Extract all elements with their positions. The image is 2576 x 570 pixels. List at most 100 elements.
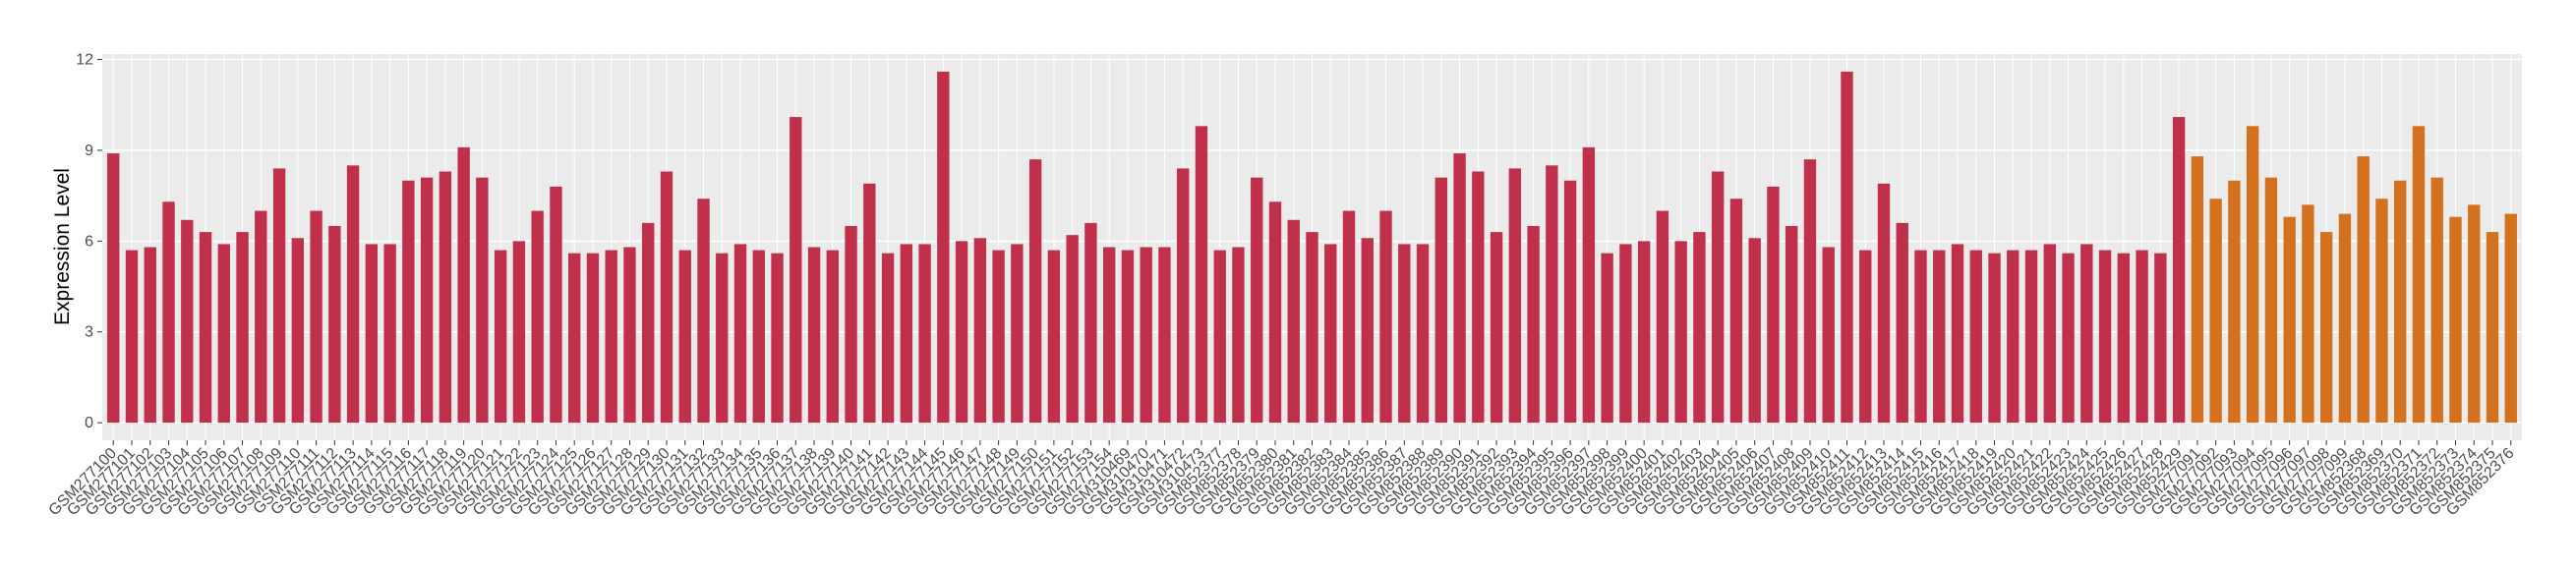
bar [494, 250, 507, 424]
bar [2449, 216, 2462, 424]
bar [1656, 210, 1669, 424]
bar [955, 241, 968, 424]
bar [1637, 241, 1651, 424]
bar [623, 247, 636, 424]
bar [733, 244, 747, 424]
bar [1213, 250, 1226, 424]
bar [881, 253, 895, 424]
bar [1951, 244, 1964, 424]
y-tick-label: 12 [76, 52, 93, 69]
bar [2191, 156, 2204, 424]
bar [1066, 235, 1079, 424]
bar [1158, 247, 1171, 424]
y-tick-label: 9 [85, 142, 93, 159]
bar [2264, 177, 2278, 424]
bar [2172, 117, 2186, 424]
bar [1195, 126, 1208, 424]
bar [1453, 153, 1466, 424]
bar [716, 253, 729, 424]
bar [807, 247, 821, 424]
bar [1619, 244, 1632, 424]
bar [1177, 168, 1190, 424]
bar [1786, 225, 1798, 424]
bar [900, 244, 913, 424]
bar [2024, 250, 2038, 424]
bar [2136, 250, 2148, 424]
bar [845, 225, 857, 424]
bar [2043, 244, 2056, 424]
bar [2080, 244, 2093, 424]
bar [550, 186, 562, 424]
bar [1803, 159, 1817, 424]
bar [1582, 146, 1596, 424]
bar [255, 210, 267, 424]
bar [918, 244, 931, 424]
bar [2486, 232, 2499, 424]
bar [272, 168, 286, 424]
bar [1490, 232, 1503, 424]
bar [402, 180, 415, 424]
bar [1268, 201, 1282, 424]
bar [1822, 247, 1835, 424]
bar [144, 247, 156, 424]
bar [2375, 199, 2388, 424]
bar [236, 232, 249, 424]
bar [346, 165, 360, 424]
bar [1988, 253, 2001, 424]
bar [790, 117, 802, 424]
bar [291, 238, 305, 424]
bar [1546, 165, 1558, 424]
y-tick-label: 6 [85, 233, 93, 250]
bar [1859, 250, 1872, 424]
bar [1398, 244, 1411, 424]
bar [2209, 199, 2222, 424]
bar [2154, 253, 2167, 424]
bar [1140, 247, 1152, 424]
bar [752, 250, 765, 424]
bar [512, 241, 526, 424]
bar [2319, 232, 2333, 424]
bar [1361, 238, 1374, 424]
bar [1933, 250, 1946, 424]
bar [2338, 213, 2352, 424]
bar [586, 253, 600, 424]
bar [310, 210, 322, 424]
y-axis-title: Expression Level [51, 168, 74, 325]
bar [568, 253, 581, 424]
bar [199, 232, 212, 424]
bar [1914, 250, 1927, 424]
bar [1342, 210, 1356, 424]
bar [2302, 204, 2314, 424]
bar [1508, 168, 1522, 424]
bar [1877, 183, 1891, 424]
bar [2504, 213, 2517, 424]
bar [2357, 156, 2370, 424]
bar [1748, 238, 1761, 424]
y-tick-label: 0 [85, 415, 93, 431]
bar [2412, 126, 2426, 424]
bar [181, 219, 194, 424]
bar [2228, 180, 2241, 424]
bar [973, 238, 987, 424]
bar [2098, 250, 2112, 424]
bar [2062, 253, 2075, 424]
bar [1306, 232, 1318, 424]
bar [420, 177, 434, 424]
bar [1711, 171, 1725, 424]
bar [162, 201, 175, 424]
bar [1047, 250, 1061, 424]
bar [1969, 250, 1982, 424]
bar [457, 146, 470, 424]
bar [1379, 210, 1392, 424]
bar [383, 244, 396, 424]
bar [992, 250, 1005, 424]
bar [2430, 177, 2443, 424]
bar [217, 244, 230, 424]
bar [1251, 177, 1263, 424]
bar [1693, 232, 1706, 424]
bar [771, 253, 784, 424]
bar [439, 171, 452, 424]
bar [1841, 71, 1853, 424]
